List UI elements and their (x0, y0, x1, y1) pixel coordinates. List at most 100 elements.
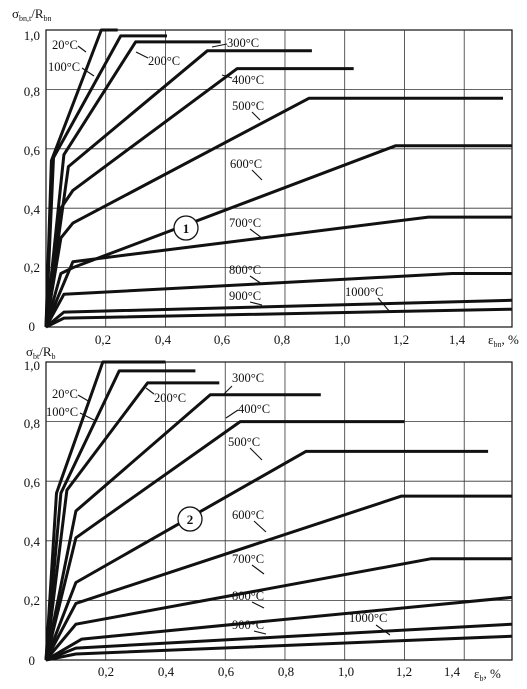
label-leader (249, 447, 263, 461)
x-tick-label: 0,2 (98, 664, 114, 679)
series-line (44, 381, 220, 661)
x-tick-label: 0,2 (95, 332, 111, 347)
series-line (45, 307, 513, 329)
series-label: 200°C (154, 391, 186, 405)
label-leader (225, 409, 239, 419)
label-leader (251, 111, 261, 121)
label-leader (251, 169, 263, 181)
label-leader (253, 520, 267, 533)
x-tick-label: 1,4 (449, 332, 466, 347)
label-leader (145, 387, 155, 395)
label-leader (135, 51, 149, 59)
x-tick-label: 0,6 (218, 664, 235, 679)
label-leader (77, 45, 87, 53)
label-leader (253, 630, 267, 635)
series-label: 300°C (227, 36, 259, 50)
series-label: 400°C (238, 402, 270, 416)
series-line (44, 96, 503, 328)
y-tick-label: 0,2 (24, 260, 40, 275)
series-label: 100°C (46, 405, 78, 419)
series-label: 800°C (232, 589, 264, 603)
series-line (44, 28, 118, 328)
series-line (44, 144, 512, 328)
series-label: 500°C (232, 99, 264, 113)
chart-panel-1: σbn,t/Rbn εbn, % 0 0,2 0,4 0,6 0,8 1,0 0… (12, 6, 519, 349)
label-leader (249, 275, 263, 285)
y-tick-label: 0,4 (24, 202, 41, 217)
chart-marker-label: 1 (183, 221, 190, 236)
series-line (44, 67, 354, 328)
y-tick-label: 0,6 (24, 143, 41, 158)
x-tick-label: 0,4 (158, 664, 175, 679)
series-label: 400°C (232, 73, 264, 87)
chart-panel-2: σbt/Rb εb, % 0 0,2 0,4 0,6 0,8 1,0 0,2 0… (24, 344, 513, 683)
series-line (44, 40, 221, 328)
y-tick-label: 0 (29, 319, 36, 334)
x-axis-label: εbn, % (488, 332, 519, 349)
series-line (44, 557, 512, 661)
plot-frame (45, 29, 513, 328)
label-leader (79, 412, 95, 421)
y-tick-label: 0,6 (24, 475, 41, 490)
series-line (44, 215, 512, 328)
x-tick-label: 1,4 (444, 664, 461, 679)
label-leader (221, 74, 233, 79)
series-label: 200°C (148, 54, 180, 68)
series-label: 700°C (232, 552, 264, 566)
y-axis-label: σbt/Rb (26, 344, 56, 361)
series-label: 100°C (48, 60, 80, 74)
label-leader (223, 385, 233, 395)
x-tick-label: 0,8 (274, 332, 290, 347)
series-label: 300°C (232, 371, 264, 385)
chart-marker (173, 215, 199, 241)
series-label: 900°C (229, 289, 261, 303)
y-tick-label: 1,0 (24, 28, 40, 43)
label-leader (77, 394, 91, 403)
y-tick-label: 0,8 (24, 416, 40, 431)
y-tick-label: 0 (29, 653, 36, 668)
label-leader (251, 564, 265, 575)
series-line (44, 272, 512, 328)
series-label: 700°C (229, 216, 261, 230)
x-tick-label: 1,2 (393, 332, 409, 347)
series-label: 600°C (232, 508, 264, 522)
chart-marker-label: 2 (187, 512, 194, 527)
series-label: 20°C (52, 38, 78, 52)
series-label: 1000°C (345, 285, 383, 299)
y-tick-label: 0,8 (24, 84, 40, 99)
x-tick-label: 0,4 (155, 332, 172, 347)
series-line (45, 622, 513, 662)
series-line (45, 298, 513, 329)
series-line (44, 494, 512, 661)
x-tick-label: 0,6 (214, 332, 231, 347)
y-tick-label: 0,2 (24, 593, 40, 608)
series-line (44, 420, 405, 661)
x-axis-label: εb, % (474, 666, 501, 683)
label-leader (251, 601, 265, 609)
series-line (44, 34, 167, 328)
series-line (45, 595, 513, 662)
x-tick-label: 1,2 (396, 664, 412, 679)
series-label: 800°C (229, 263, 261, 277)
chart-marker (177, 506, 203, 532)
label-leader (375, 624, 391, 636)
series-label: 600°C (230, 157, 262, 171)
series-line (44, 49, 312, 328)
label-leader (249, 228, 263, 239)
y-tick-label: 0,4 (24, 534, 41, 549)
label-leader (249, 301, 263, 306)
x-tick-label: 1,0 (338, 664, 354, 679)
series-line (44, 360, 166, 661)
series-label: 500°C (228, 435, 260, 449)
label-leader (377, 297, 391, 313)
x-tick-label: 0,8 (278, 664, 294, 679)
label-leader (81, 67, 95, 77)
series-line (44, 369, 196, 661)
series-label: 1000°C (349, 611, 387, 625)
y-axis-label: σbn,t/Rbn (12, 6, 52, 23)
series-line (45, 634, 513, 662)
y-tick-label: 1,0 (24, 358, 40, 373)
plot-frame (45, 361, 513, 661)
series-label: 900°C (232, 618, 264, 632)
